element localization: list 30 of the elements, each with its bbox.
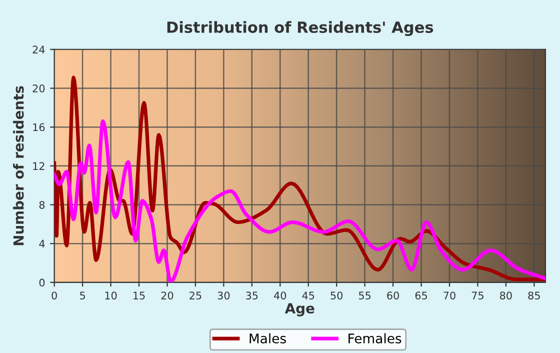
x-tick-label: 60 [387, 292, 399, 300]
y-tick-label: 16 [33, 123, 45, 132]
x-tick-label: 80 [500, 292, 512, 300]
y-tick-label: 24 [32, 46, 45, 54]
y-tick-label: 0 [39, 278, 45, 287]
x-tick-label: 35 [246, 292, 258, 300]
y-tick-label: 20 [32, 84, 45, 92]
x-tick-label: 20 [161, 292, 174, 300]
y-tick-label: 8 [39, 200, 45, 209]
legend-label: Males [250, 333, 286, 344]
x-tick-label: 5 [80, 292, 85, 300]
x-tick-label: 10 [105, 292, 117, 300]
x-tick-label: 15 [134, 292, 145, 300]
y-tick-label: 4 [39, 240, 45, 248]
x-tick-label: 85 [528, 292, 540, 300]
x-tick-label: 45 [302, 292, 314, 300]
x-tick-label: 30 [218, 292, 230, 300]
x-axis-title: Age [284, 303, 314, 316]
x-tick-label: 65 [415, 292, 427, 300]
x-tick-label: 40 [274, 292, 286, 300]
x-tick-label: 25 [190, 292, 202, 300]
x-tick-label: 50 [330, 292, 343, 300]
y-axis-title: Number of residents [13, 86, 24, 246]
x-tick-label: 75 [472, 292, 484, 300]
legend-label: Females [348, 333, 402, 344]
y-tick-label: 12 [33, 162, 44, 170]
x-tick-label: 0 [52, 292, 57, 300]
x-tick-label: 55 [358, 292, 371, 300]
chart-title: Distribution of Residents' Ages [167, 21, 434, 36]
x-tick-label: 70 [444, 292, 456, 300]
